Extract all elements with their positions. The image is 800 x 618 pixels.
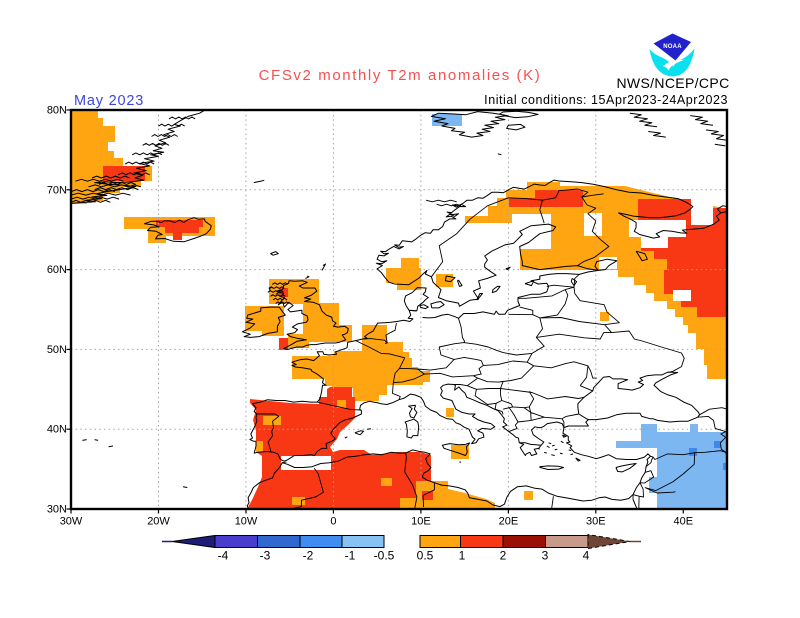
svg-text:40E: 40E xyxy=(674,516,694,528)
svg-text:NOAA: NOAA xyxy=(663,44,682,50)
svg-text:10W: 10W xyxy=(235,516,258,528)
svg-text:-0.5: -0.5 xyxy=(374,549,395,563)
svg-text:May 2023: May 2023 xyxy=(74,93,144,109)
svg-text:40N: 40N xyxy=(47,424,67,436)
svg-text:0.5: 0.5 xyxy=(417,549,434,563)
svg-text:30W: 30W xyxy=(60,516,83,528)
svg-text:60N: 60N xyxy=(47,264,67,276)
svg-text:4: 4 xyxy=(583,549,590,563)
svg-text:-2: -2 xyxy=(303,549,314,563)
svg-text:20E: 20E xyxy=(499,516,519,528)
svg-text:CFSv2 monthly T2m anomalies: CFSv2 monthly T2m anomalies (K) xyxy=(259,67,542,84)
svg-text:30E: 30E xyxy=(586,516,606,528)
svg-text:30N: 30N xyxy=(47,504,67,516)
svg-text:3: 3 xyxy=(542,549,549,563)
svg-text:20W: 20W xyxy=(147,516,170,528)
svg-text:50N: 50N xyxy=(47,344,67,356)
svg-text:-1: -1 xyxy=(345,549,356,563)
svg-text:80N: 80N xyxy=(47,105,67,117)
svg-text:-4: -4 xyxy=(218,549,229,563)
svg-text:Initial conditions: 15Apr202: Initial conditions: 15Apr2023-24Apr2023 xyxy=(484,93,728,107)
svg-text:NWS/NCEP/CPC: NWS/NCEP/CPC xyxy=(616,75,729,91)
svg-text:70N: 70N xyxy=(47,184,67,196)
svg-text:1: 1 xyxy=(459,549,466,563)
svg-text:10E: 10E xyxy=(411,516,431,528)
svg-text:0: 0 xyxy=(330,516,336,528)
svg-text:2: 2 xyxy=(500,549,507,563)
svg-text:-3: -3 xyxy=(260,549,271,563)
